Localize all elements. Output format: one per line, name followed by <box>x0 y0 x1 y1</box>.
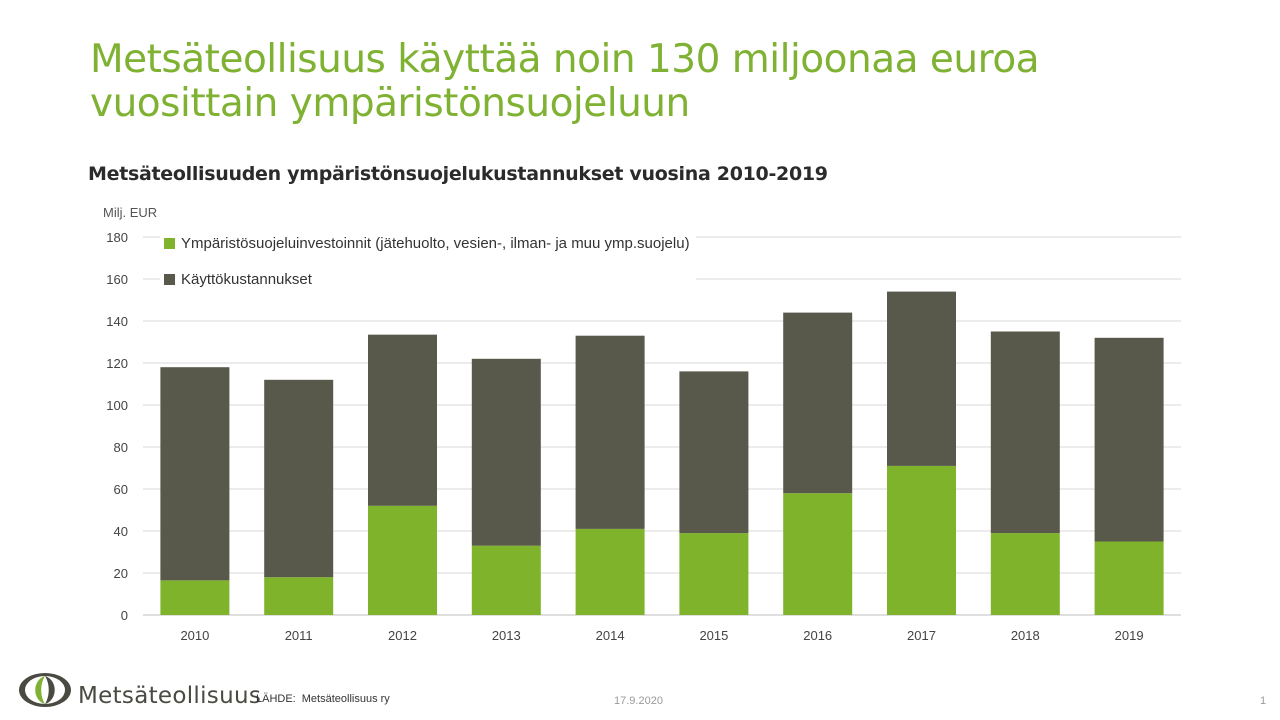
page-number: 1 <box>1260 695 1267 707</box>
legend-swatch-investments <box>164 237 175 249</box>
bar-investments-2015 <box>679 533 749 615</box>
y-tick-label-100: 100 <box>106 398 128 413</box>
legend-label-operating-costs: Käyttökustannukset <box>181 270 312 288</box>
bar-operating-costs-2015 <box>679 371 749 534</box>
y-tick-label-140: 140 <box>106 314 128 329</box>
y-tick-label-60: 60 <box>114 482 128 497</box>
bar-investments-2010 <box>160 580 230 615</box>
x-tick-label-2013: 2013 <box>492 628 521 643</box>
slide-title: Metsäteollisuus käyttää noin 130 miljoon… <box>90 37 1040 126</box>
bar-operating-costs-2014 <box>575 335 645 529</box>
chart-title: Metsäteollisuuden ympäristönsuojelukusta… <box>88 163 828 185</box>
legend-item-investments: Ympäristösuojeluinvestoinnit (jätehuolto… <box>164 230 690 256</box>
x-tick-label-2017: 2017 <box>907 628 936 643</box>
x-tick-label-2012: 2012 <box>388 628 417 643</box>
metsateollisuus-logo-icon <box>19 673 71 707</box>
source-label: LÄHDE: <box>256 693 296 705</box>
legend-swatch-operating-costs <box>164 273 175 285</box>
bar-investments-2011 <box>264 577 334 615</box>
y-tick-label-40: 40 <box>114 524 128 539</box>
bar-operating-costs-2010 <box>160 367 230 581</box>
bar-investments-2014 <box>575 528 645 615</box>
bar-investments-2012 <box>368 505 437 615</box>
bar-investments-2018 <box>990 533 1060 615</box>
x-tick-label-2014: 2014 <box>596 628 625 643</box>
bar-investments-2016 <box>783 493 853 615</box>
bar-operating-costs-2018 <box>990 331 1060 534</box>
bar-operating-costs-2017 <box>887 291 956 466</box>
source-note: LÄHDE: Metsäteollisuus ry <box>256 693 390 705</box>
y-tick-label-160: 160 <box>106 272 128 287</box>
bar-investments-2019 <box>1094 541 1164 615</box>
x-tick-label-2015: 2015 <box>699 628 728 643</box>
bar-investments-2013 <box>471 545 541 615</box>
y-tick-label-180: 180 <box>106 230 128 245</box>
slide-date: 17.9.2020 <box>614 695 663 707</box>
bar-operating-costs-2016 <box>783 312 853 494</box>
y-axis-unit-label: Milj. EUR <box>103 205 158 220</box>
source-value: Metsäteollisuus ry <box>301 693 390 705</box>
x-tick-label-2011: 2011 <box>285 628 313 643</box>
y-tick-label-80: 80 <box>114 440 128 455</box>
y-tick-label-20: 20 <box>114 566 128 581</box>
bar-operating-costs-2013 <box>471 358 541 546</box>
legend-item-operating-costs: Käyttökustannukset <box>164 266 690 292</box>
logo-wordmark: Metsäteollisuus <box>78 683 262 709</box>
x-tick-label-2016: 2016 <box>803 628 832 643</box>
y-tick-label-0: 0 <box>121 608 128 623</box>
y-tick-label-120: 120 <box>106 356 128 371</box>
bar-operating-costs-2011 <box>264 379 334 578</box>
bar-operating-costs-2012 <box>368 334 437 506</box>
x-tick-label-2019: 2019 <box>1115 628 1144 643</box>
x-tick-label-2018: 2018 <box>1011 628 1040 643</box>
chart-legend: Ympäristösuojeluinvestoinnit (jätehuolto… <box>160 228 696 304</box>
bar-investments-2017 <box>887 465 956 615</box>
legend-label-investments: Ympäristösuojeluinvestoinnit (jätehuolto… <box>181 234 690 252</box>
x-tick-label-2010: 2010 <box>180 628 209 643</box>
bar-operating-costs-2019 <box>1094 337 1164 542</box>
